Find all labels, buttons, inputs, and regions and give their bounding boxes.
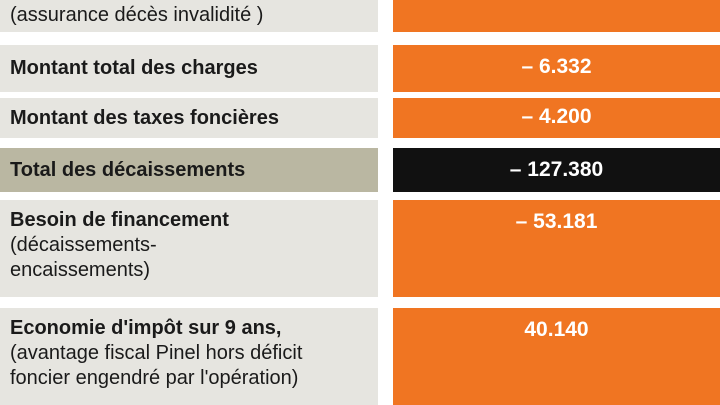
- value-cell: – 127.380: [393, 148, 720, 192]
- row-label: Economie d'impôt sur 9 ans, (avantage fi…: [0, 308, 378, 405]
- row-label: Total des décaissements: [0, 148, 378, 192]
- note-line: (avantage fiscal Pinel hors déficit: [10, 342, 303, 364]
- row-label: Besoin de financement (décaissements- en…: [0, 200, 378, 297]
- value-cell: [393, 0, 720, 32]
- row-label: Montant des taxes foncières: [0, 98, 378, 138]
- row-label: (assurance décès invalidité ): [0, 0, 378, 32]
- note-line: (décaissements-: [10, 234, 157, 256]
- value-cell: 40.140: [393, 308, 720, 405]
- row-label: Montant total des charges: [0, 45, 378, 92]
- label: Economie d'impôt sur 9 ans,: [10, 317, 282, 339]
- note-line: (assurance décès invalidité ): [10, 4, 264, 26]
- value-cell: – 53.181: [393, 200, 720, 297]
- label: Besoin de financement: [10, 209, 229, 231]
- note-line: encaissements): [10, 259, 151, 281]
- value-cell: – 6.332: [393, 45, 720, 92]
- note-line: foncier engendré par l'opération): [10, 367, 299, 389]
- value-cell: – 4.200: [393, 98, 720, 138]
